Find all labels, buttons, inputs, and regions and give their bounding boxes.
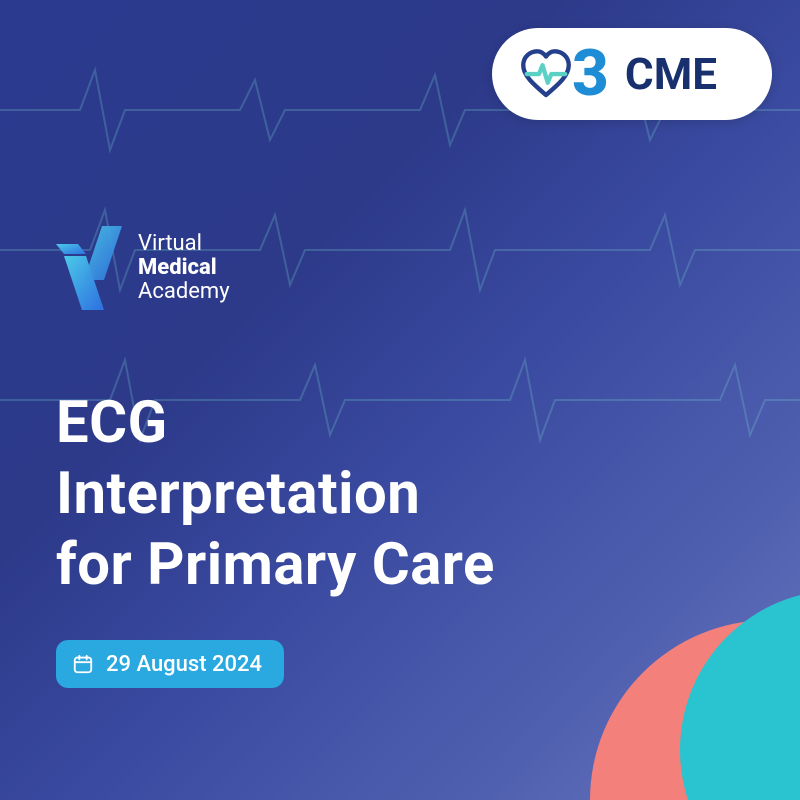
course-title: ECG Interpretation for Primary Care (56, 388, 495, 600)
cme-heart-pulse-icon (518, 46, 574, 102)
brand-text: Virtual Medical Academy (138, 232, 230, 305)
cme-credit-number: 3 (572, 42, 609, 106)
brand-check-mark-icon (56, 226, 122, 310)
title-line-3: for Primary Care (56, 530, 495, 601)
brand-line-2: Medical (138, 256, 230, 280)
title-line-2: Interpretation (56, 459, 495, 530)
brand-lockup: Virtual Medical Academy (56, 226, 230, 310)
date-text: 29 August 2024 (106, 652, 262, 677)
course-promo-card: 3 CME Virtual Medical Academy ECG Interp… (0, 0, 800, 800)
title-line-1: ECG (56, 388, 495, 459)
calendar-icon (72, 653, 94, 675)
brand-line-3: Academy (138, 280, 230, 304)
cme-credit-pill: 3 CME (492, 28, 772, 120)
cme-credit-label: CME (625, 48, 717, 100)
date-chip: 29 August 2024 (56, 640, 284, 688)
brand-line-1: Virtual (138, 232, 230, 256)
